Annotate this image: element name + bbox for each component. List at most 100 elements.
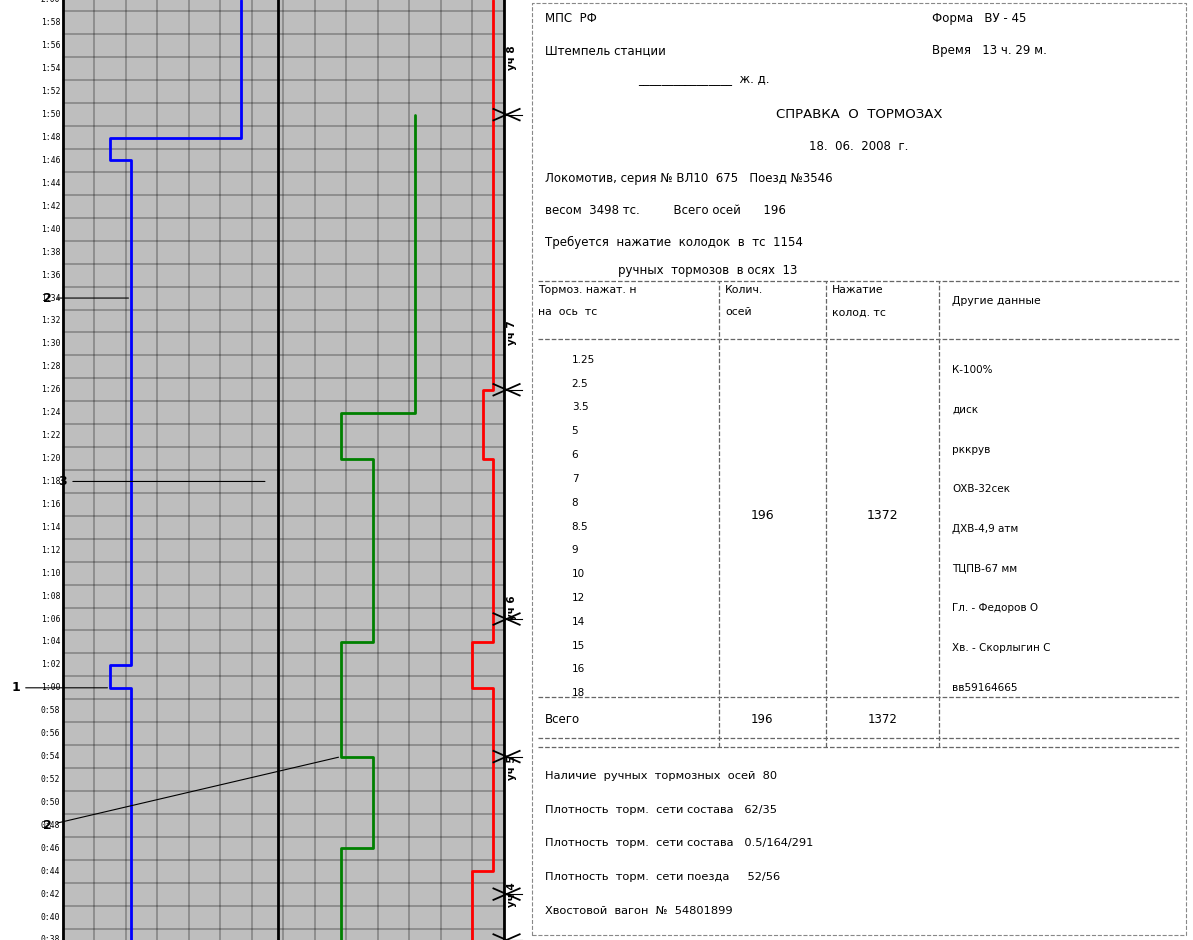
Text: 8.5: 8.5 [571, 522, 588, 531]
Text: 15: 15 [571, 640, 585, 650]
Text: 1:56: 1:56 [41, 41, 61, 51]
Text: 14: 14 [571, 617, 585, 627]
Text: 1:26: 1:26 [41, 385, 61, 394]
Text: 1:48: 1:48 [41, 133, 61, 142]
Text: весом  3498 тс.         Всего осей      196: весом 3498 тс. Всего осей 196 [545, 204, 786, 217]
Text: 1:02: 1:02 [41, 661, 61, 669]
Text: ________________  ж. д.: ________________ ж. д. [638, 72, 769, 86]
Text: 1:06: 1:06 [41, 615, 61, 623]
Text: 1:42: 1:42 [41, 202, 61, 211]
Text: Время   13 ч. 29 м.: Время 13 ч. 29 м. [933, 44, 1047, 57]
Text: 3.5: 3.5 [571, 402, 588, 413]
Text: Наличие  ручных  тормозных  осей  80: Наличие ручных тормозных осей 80 [545, 771, 777, 781]
Text: 0:56: 0:56 [41, 729, 61, 738]
Text: Другие данные: Другие данные [952, 296, 1041, 306]
FancyBboxPatch shape [63, 0, 503, 940]
Text: ТЦПВ-67 мм: ТЦПВ-67 мм [952, 564, 1018, 573]
Text: Всего: Всего [545, 713, 580, 726]
Text: 1:32: 1:32 [41, 317, 61, 325]
Text: Форма   ВУ - 45: Форма ВУ - 45 [933, 12, 1027, 25]
Text: 2:00: 2:00 [41, 0, 61, 5]
Text: ОХВ-32сек: ОХВ-32сек [952, 484, 1010, 494]
Text: 1:08: 1:08 [41, 591, 61, 601]
Text: на  ось  тс: на ось тс [538, 307, 598, 318]
Text: 1:22: 1:22 [41, 431, 61, 440]
Text: Хв. - Скорлыгин С: Хв. - Скорлыгин С [952, 643, 1051, 653]
Text: 196: 196 [750, 713, 773, 726]
Text: Гл. - Федоров О: Гл. - Федоров О [952, 603, 1039, 613]
Text: 1:14: 1:14 [41, 523, 61, 532]
Text: уч 8: уч 8 [507, 45, 517, 70]
Text: 0:48: 0:48 [41, 821, 61, 830]
Text: К-100%: К-100% [952, 365, 993, 375]
Text: 18.  06.  2008  г.: 18. 06. 2008 г. [809, 140, 909, 153]
Text: 2.5: 2.5 [571, 379, 588, 388]
Text: 0:38: 0:38 [41, 935, 61, 940]
Text: Плотность  торм.  сети состава   0.5/164/291: Плотность торм. сети состава 0.5/164/291 [545, 838, 814, 849]
Text: вв59164665: вв59164665 [952, 682, 1018, 693]
Text: Плотность  торм.  сети поезда     52/56: Плотность торм. сети поезда 52/56 [545, 872, 780, 883]
Text: 12: 12 [571, 593, 585, 603]
Text: 5: 5 [571, 426, 579, 436]
Text: 1:44: 1:44 [41, 179, 61, 188]
Text: колод. тс: колод. тс [833, 307, 886, 318]
Text: 1372: 1372 [866, 509, 898, 522]
Text: 0:50: 0:50 [41, 798, 61, 807]
Text: 0:52: 0:52 [41, 775, 61, 784]
Text: 1:24: 1:24 [41, 408, 61, 417]
Text: ручных  тормозов  в осях  13: ручных тормозов в осях 13 [618, 264, 798, 277]
Text: 1:04: 1:04 [41, 637, 61, 647]
Text: диск: диск [952, 405, 978, 415]
Text: 0:58: 0:58 [41, 706, 61, 715]
Text: Локомотив, серия № ВЛ10  675   Поезд №3546: Локомотив, серия № ВЛ10 675 Поезд №3546 [545, 172, 833, 185]
Text: 1:12: 1:12 [41, 546, 61, 555]
Text: 1:40: 1:40 [41, 225, 61, 234]
Text: 1:50: 1:50 [41, 110, 61, 119]
Text: 1:54: 1:54 [41, 64, 61, 73]
Text: МПС  РФ: МПС РФ [545, 12, 596, 25]
Text: 1:30: 1:30 [41, 339, 61, 349]
Text: 9: 9 [571, 545, 579, 556]
Text: 1:58: 1:58 [41, 19, 61, 27]
Text: 1:28: 1:28 [41, 362, 61, 371]
Text: 196: 196 [750, 509, 774, 522]
Text: 0:46: 0:46 [41, 844, 61, 853]
Text: Хвостовой  вагон  №  54801899: Хвостовой вагон № 54801899 [545, 906, 733, 916]
Text: 1:36: 1:36 [41, 271, 61, 279]
Text: уч 6: уч 6 [507, 595, 517, 619]
Text: 1:38: 1:38 [41, 248, 61, 257]
Text: уч 5: уч 5 [507, 756, 517, 780]
Text: ДХВ-4,9 атм: ДХВ-4,9 атм [952, 524, 1019, 534]
Text: 1.25: 1.25 [571, 354, 595, 365]
Text: 6: 6 [571, 450, 579, 460]
Text: 1:00: 1:00 [41, 683, 61, 692]
Text: 0:44: 0:44 [41, 867, 61, 876]
Text: 0:40: 0:40 [41, 913, 61, 921]
Text: Требуется  нажатие  колодок  в  тс  1154: Требуется нажатие колодок в тс 1154 [545, 236, 803, 249]
Text: 1:16: 1:16 [41, 500, 61, 509]
Text: 2: 2 [43, 291, 129, 305]
Text: осей: осей [725, 307, 752, 318]
Text: 1:10: 1:10 [41, 569, 61, 578]
Text: Нажатие: Нажатие [833, 285, 884, 295]
Text: уч 4: уч 4 [507, 882, 517, 906]
Text: 7: 7 [571, 474, 579, 484]
Text: 1:46: 1:46 [41, 156, 61, 165]
Text: 1:20: 1:20 [41, 454, 61, 463]
Text: рккрув: рккрув [952, 445, 991, 455]
Text: 0:54: 0:54 [41, 752, 61, 761]
Text: 10: 10 [571, 569, 585, 579]
Text: 1:52: 1:52 [41, 87, 61, 96]
Text: СПРАВКА  О  ТОРМОЗАХ: СПРАВКА О ТОРМОЗАХ [775, 108, 942, 121]
Text: Плотность  торм.  сети состава   62/35: Плотность торм. сети состава 62/35 [545, 805, 777, 815]
Text: Колич.: Колич. [725, 285, 764, 295]
Text: 2: 2 [43, 758, 339, 832]
Text: 3: 3 [58, 475, 265, 488]
Text: Штемпель станции: Штемпель станции [545, 44, 666, 57]
Text: уч 7: уч 7 [507, 320, 517, 345]
Text: 0:42: 0:42 [41, 889, 61, 899]
Text: 1: 1 [12, 682, 107, 695]
Text: Тормоз. нажат. н: Тормоз. нажат. н [538, 285, 637, 295]
Text: 1:34: 1:34 [41, 293, 61, 303]
Text: 16: 16 [571, 665, 585, 674]
